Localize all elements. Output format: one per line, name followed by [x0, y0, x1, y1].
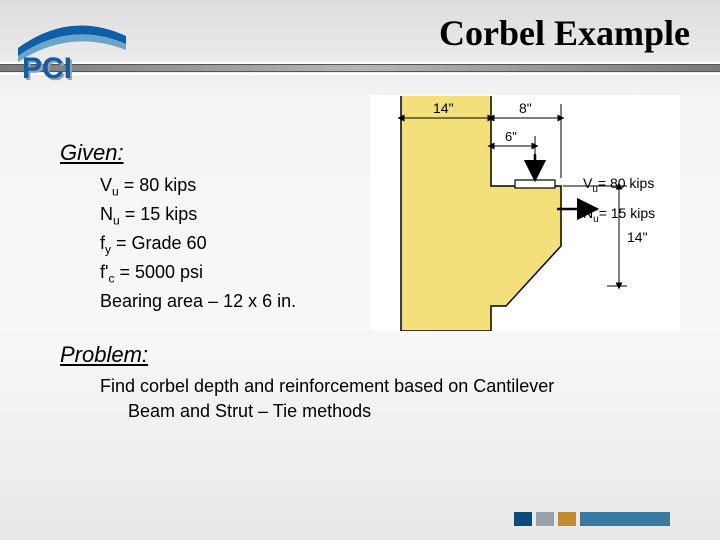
footer-stripe — [514, 512, 670, 526]
pci-logo: PCI PCI — [10, 18, 130, 88]
given-item: fy = Grade 60 — [100, 230, 690, 259]
given-list: Vu = 80 kips Nu = 15 kips fy = Grade 60 … — [100, 172, 690, 314]
header: Corbel Example PCI PCI — [0, 0, 720, 95]
logo-text: PCI — [22, 52, 72, 85]
footer-block — [536, 512, 554, 526]
footer-block — [514, 512, 532, 526]
given-item: Bearing area – 12 x 6 in. — [100, 288, 690, 314]
footer-block — [580, 512, 670, 526]
page-title: Corbel Example — [439, 12, 690, 54]
problem-heading: Problem: — [60, 342, 690, 368]
problem-text: Find corbel depth and reinforcement base… — [100, 374, 660, 424]
given-item: Nu = 15 kips — [100, 201, 690, 230]
footer-block — [558, 512, 576, 526]
given-heading: Given: — [60, 140, 690, 166]
dim-corbel-proj: 8" — [519, 100, 532, 116]
content-area: Given: Vu = 80 kips Nu = 15 kips fy = Gr… — [60, 140, 690, 424]
given-item: f'c = 5000 psi — [100, 259, 690, 288]
dim-col-width: 14" — [433, 100, 454, 116]
given-item: Vu = 80 kips — [100, 172, 690, 201]
